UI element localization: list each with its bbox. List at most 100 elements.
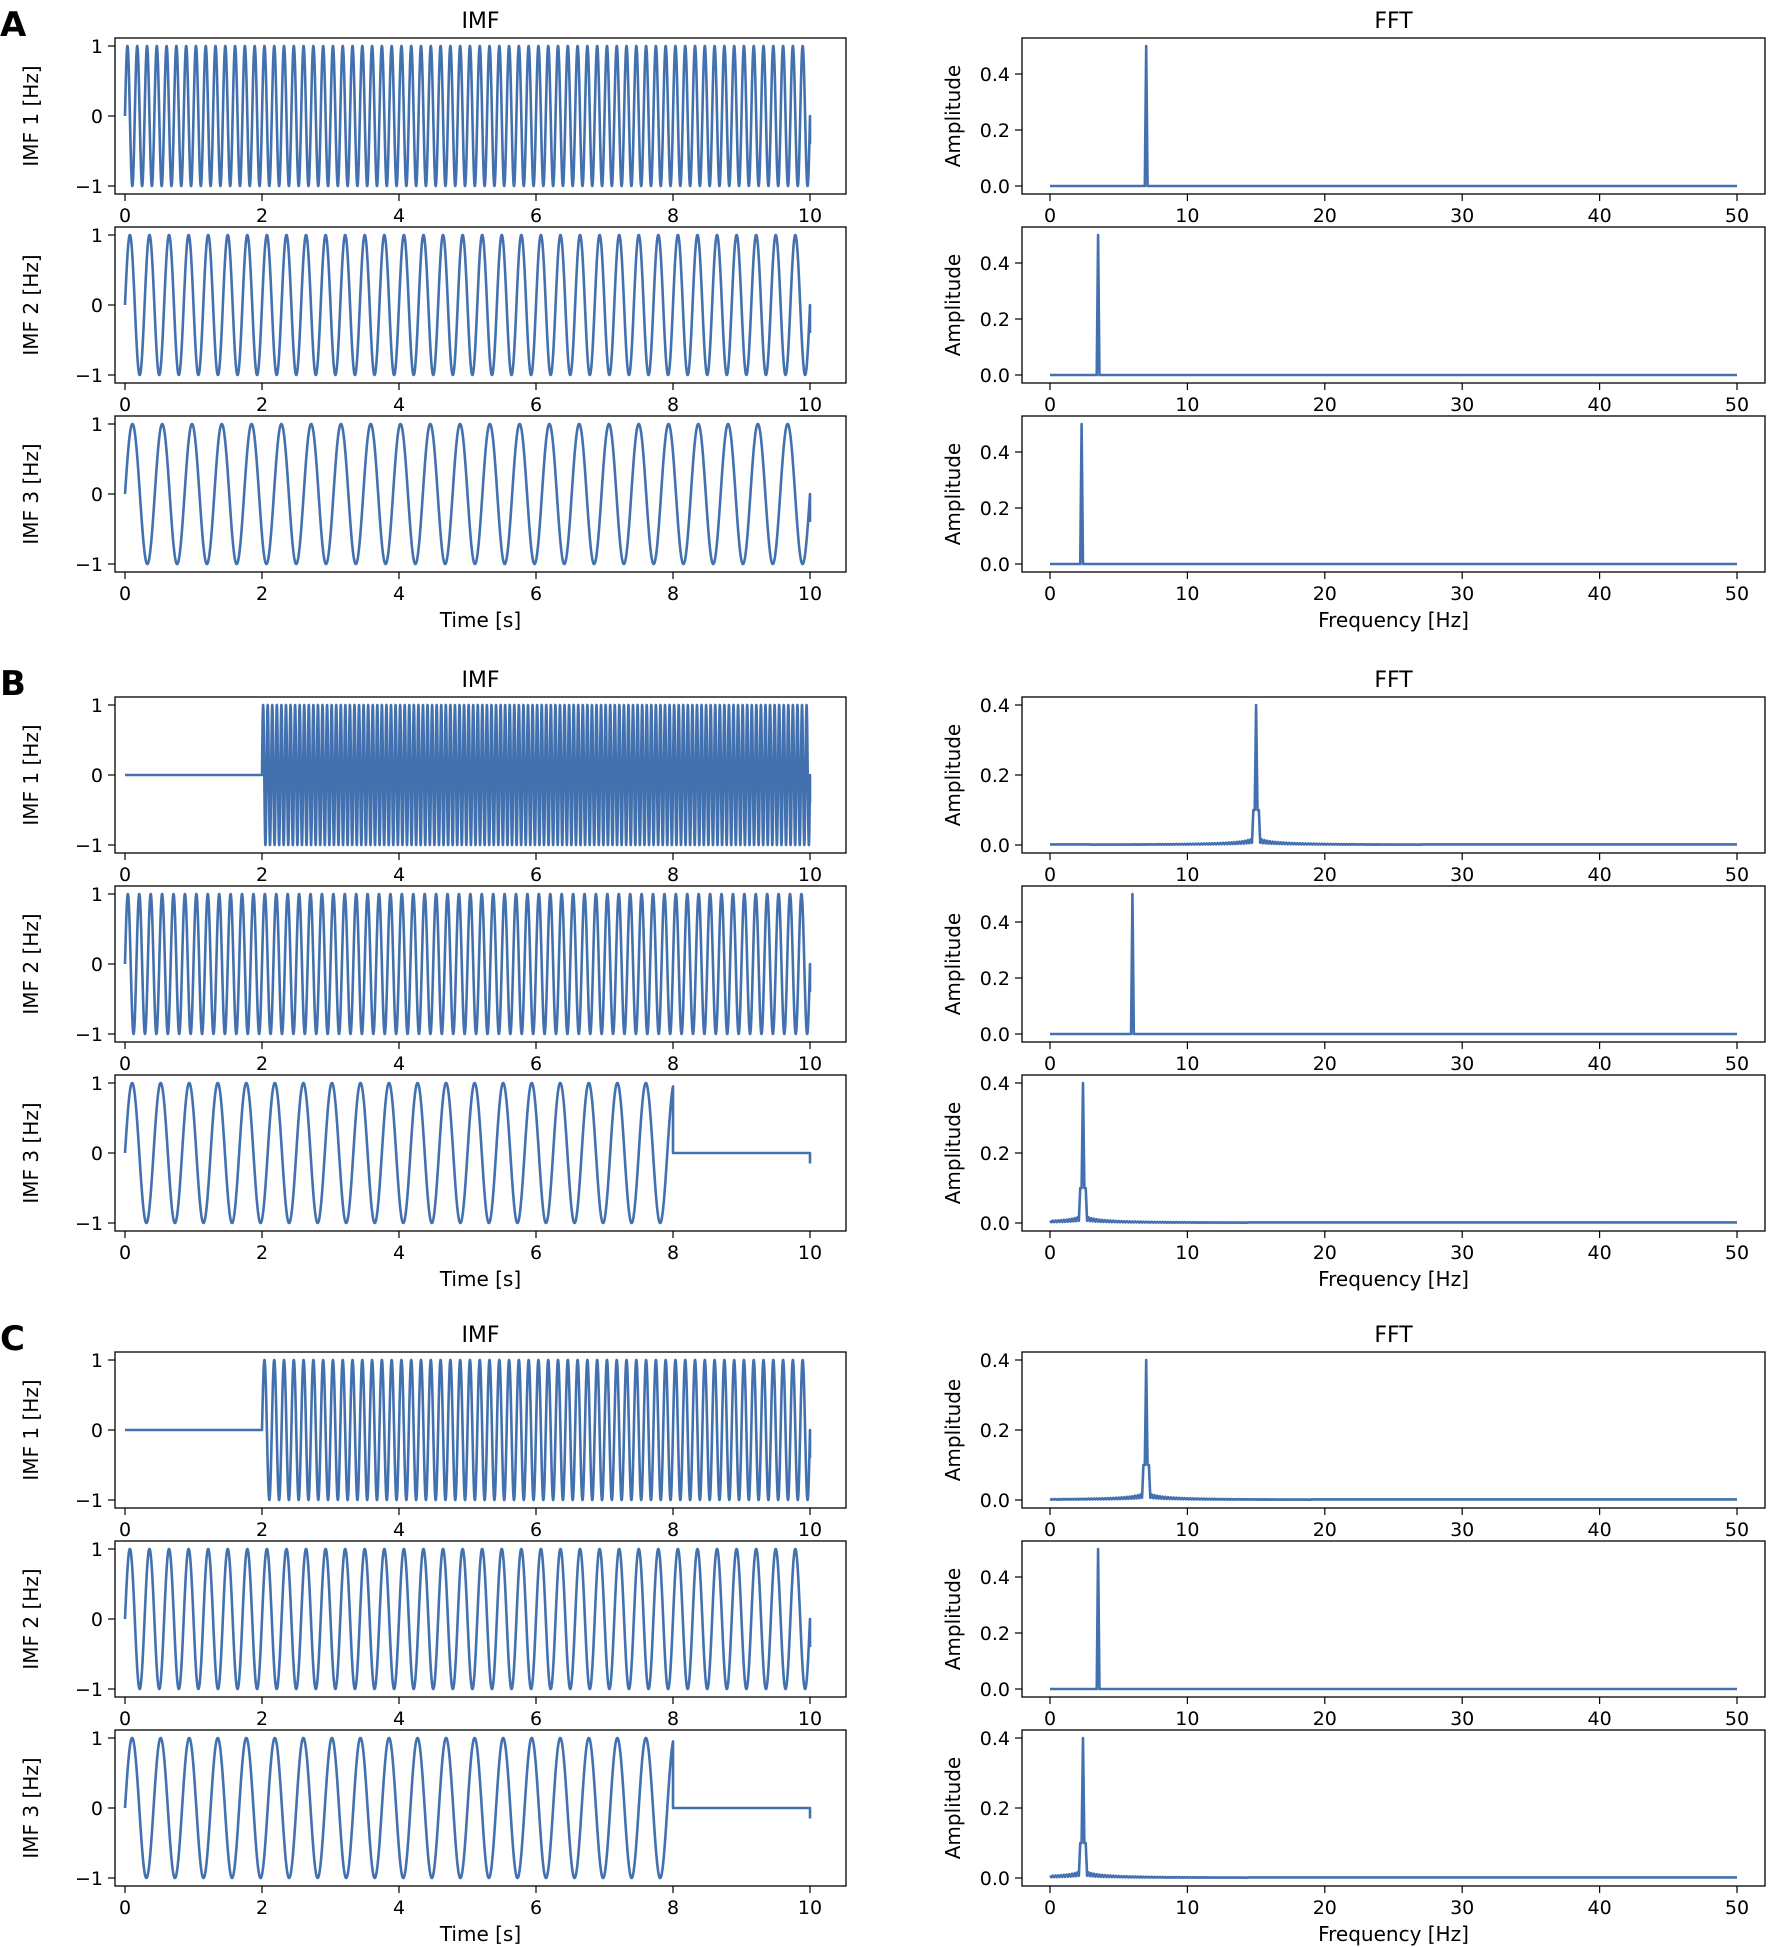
x-tick-label: 10	[798, 864, 822, 886]
panel-letter: B	[0, 664, 26, 704]
imf-signal-line	[123, 892, 812, 1036]
x-tick-label: 30	[1450, 583, 1474, 605]
x-tick-label: 0	[1044, 1519, 1056, 1541]
x-axis-label: Time [s]	[439, 1267, 521, 1291]
x-tick-label: 50	[1725, 1053, 1749, 1075]
x-tick-label: 6	[530, 1897, 542, 1919]
imf-signal-line	[123, 1547, 812, 1691]
y-axis-label: Amplitude	[941, 254, 965, 357]
y-axis-label: Amplitude	[941, 913, 965, 1016]
x-tick-label: 50	[1725, 864, 1749, 886]
x-tick-label: 0	[119, 864, 131, 886]
y-tick-label: 0	[91, 1143, 103, 1165]
imf-signal-line	[123, 1358, 812, 1502]
y-axis-label: IMF 2 [Hz]	[19, 254, 43, 355]
fft-subplot-3: 0.0 0.2 0.4 Amplitude 0 10 20 30 40 50 Frequency […	[941, 1728, 1766, 1946]
x-tick-label: 0	[1044, 864, 1056, 886]
x-tick-label: 20	[1313, 1053, 1337, 1075]
x-tick-label: 0	[119, 1708, 131, 1730]
y-tick-label: −1	[75, 1213, 103, 1235]
x-tick-label: 2	[256, 1519, 268, 1541]
x-tick-label: 6	[530, 1519, 542, 1541]
x-axis-label: Frequency [Hz]	[1318, 1267, 1469, 1291]
x-tick-label: 0	[1044, 205, 1056, 227]
x-tick-label: 8	[667, 205, 679, 227]
x-tick-label: 10	[798, 1708, 822, 1730]
x-tick-label: 8	[667, 394, 679, 416]
fft-subplot-3: 0.0 0.2 0.4 Amplitude 0 10 20 30 40 50 Frequency […	[941, 415, 1766, 632]
y-axis-label: Amplitude	[941, 1379, 965, 1482]
x-tick-label: 0	[1044, 1708, 1056, 1730]
y-axis-label: Amplitude	[941, 443, 965, 546]
y-tick-label: 0.0	[980, 365, 1010, 387]
x-tick-label: 10	[1175, 1242, 1199, 1264]
y-tick-label: 1	[91, 225, 103, 247]
x-tick-label: 8	[667, 864, 679, 886]
x-tick-label: 0	[119, 1519, 131, 1541]
y-tick-label: 0.2	[980, 1623, 1010, 1645]
y-tick-label: 1	[91, 1539, 103, 1561]
imf-signal-line	[123, 1736, 812, 1880]
x-tick-label: 6	[530, 1708, 542, 1730]
y-tick-label: −1	[75, 1024, 103, 1046]
x-tick-label: 20	[1313, 205, 1337, 227]
fft-subplot-1: 0.0 0.2 0.4 Amplitude 0 10 20 30 40 50	[941, 695, 1766, 886]
fft-subplot-3: 0.0 0.2 0.4 Amplitude 0 10 20 30 40 50 Frequency […	[941, 1073, 1766, 1291]
y-tick-label: 0.4	[980, 1073, 1010, 1095]
fft-spectrum-line	[1050, 892, 1737, 1036]
x-tick-label: 50	[1725, 394, 1749, 416]
x-tick-label: 10	[798, 1053, 822, 1075]
fft-subplot-2: 0.0 0.2 0.4 Amplitude 0 10 20 30 40 50	[941, 885, 1766, 1075]
y-axis-label: IMF 2 [Hz]	[19, 1568, 43, 1669]
axes-frame	[1021, 415, 1766, 573]
fft-column-title: FFT	[1374, 668, 1413, 693]
y-tick-label: −1	[75, 1679, 103, 1701]
fft-spectrum-line	[1049, 1081, 1737, 1225]
fft-column-title: FFT	[1374, 9, 1413, 34]
x-tick-label: 2	[256, 864, 268, 886]
x-tick-label: 4	[393, 1708, 405, 1730]
x-tick-label: 40	[1588, 394, 1612, 416]
y-tick-label: 1	[91, 884, 103, 906]
x-tick-label: 2	[256, 583, 268, 605]
imf-signal-line	[123, 703, 812, 847]
y-tick-label: 0.2	[980, 120, 1010, 142]
y-tick-label: 1	[91, 1728, 103, 1750]
y-tick-label: 0	[91, 1798, 103, 1820]
y-axis-label: Amplitude	[941, 1102, 965, 1205]
x-tick-label: 8	[667, 1708, 679, 1730]
y-tick-label: −1	[75, 1868, 103, 1890]
x-tick-label: 20	[1313, 583, 1337, 605]
x-tick-label: 20	[1313, 1708, 1337, 1730]
x-tick-label: 50	[1725, 1708, 1749, 1730]
x-tick-label: 2	[256, 1242, 268, 1264]
y-axis-label: IMF 1 [Hz]	[19, 1379, 43, 1480]
x-tick-label: 0	[119, 1242, 131, 1264]
y-tick-label: 0.0	[980, 1679, 1010, 1701]
y-tick-label: 0	[91, 295, 103, 317]
x-tick-label: 50	[1725, 205, 1749, 227]
x-tick-label: 10	[798, 205, 822, 227]
y-tick-label: 0.4	[980, 253, 1010, 275]
y-tick-label: 0.0	[980, 835, 1010, 857]
x-tick-label: 6	[530, 1053, 542, 1075]
axes-frame	[1021, 696, 1766, 854]
x-tick-label: 10	[1175, 205, 1199, 227]
y-tick-label: 1	[91, 1073, 103, 1095]
y-axis-label: IMF 3 [Hz]	[19, 1757, 43, 1858]
x-tick-label: 2	[256, 1897, 268, 1919]
imf-signal-line	[123, 422, 812, 566]
x-tick-label: 20	[1313, 394, 1337, 416]
x-tick-label: 10	[798, 394, 822, 416]
x-tick-label: 40	[1588, 1708, 1612, 1730]
y-axis-label: Amplitude	[941, 1757, 965, 1860]
x-tick-label: 40	[1588, 205, 1612, 227]
x-tick-label: 40	[1588, 583, 1612, 605]
y-tick-label: 0	[91, 954, 103, 976]
x-tick-label: 30	[1450, 205, 1474, 227]
